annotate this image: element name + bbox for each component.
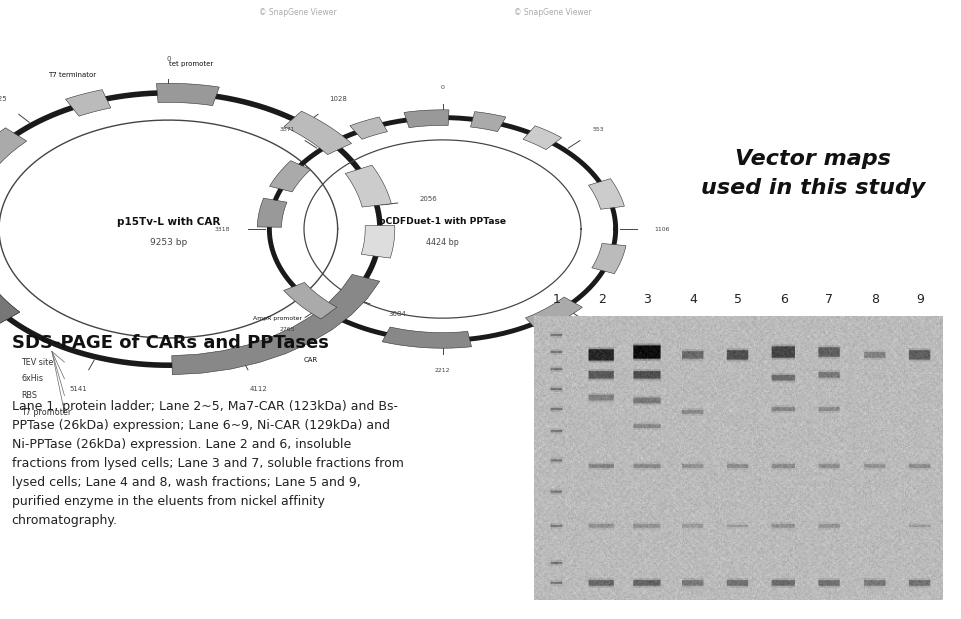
- Text: 5141: 5141: [69, 386, 86, 392]
- Text: T7 promoter: T7 promoter: [21, 408, 71, 417]
- Text: 553: 553: [591, 126, 604, 132]
- Text: 5: 5: [733, 293, 742, 306]
- Polygon shape: [0, 279, 20, 324]
- Text: 8225: 8225: [0, 95, 7, 102]
- Polygon shape: [360, 225, 394, 258]
- Polygon shape: [470, 111, 505, 132]
- Text: AmpR promoter: AmpR promoter: [253, 316, 302, 321]
- Text: RBS: RBS: [21, 391, 37, 400]
- Text: 3084: 3084: [388, 311, 406, 317]
- Text: T7 terminator: T7 terminator: [48, 72, 96, 78]
- Text: pCDFDuet-1 with PPTase: pCDFDuet-1 with PPTase: [379, 217, 505, 226]
- Text: 4112: 4112: [250, 386, 267, 392]
- Text: 4: 4: [688, 293, 696, 306]
- Text: 9253 bp: 9253 bp: [150, 238, 186, 247]
- Polygon shape: [283, 111, 351, 155]
- Polygon shape: [350, 117, 387, 139]
- Polygon shape: [269, 161, 310, 192]
- Text: 6: 6: [779, 293, 787, 306]
- Text: CAR: CAR: [304, 357, 317, 363]
- Polygon shape: [65, 90, 111, 116]
- Polygon shape: [157, 84, 219, 106]
- Polygon shape: [525, 297, 581, 331]
- Polygon shape: [257, 198, 286, 227]
- Text: 8: 8: [870, 293, 878, 306]
- Polygon shape: [172, 274, 380, 374]
- Polygon shape: [382, 327, 471, 348]
- Text: 3: 3: [643, 293, 651, 306]
- Polygon shape: [404, 110, 449, 128]
- Text: 1106: 1106: [653, 227, 669, 232]
- Text: 6xHis: 6xHis: [21, 374, 43, 383]
- Text: TEV site: TEV site: [21, 358, 54, 366]
- Text: 2765: 2765: [279, 326, 295, 332]
- Text: 3871: 3871: [279, 126, 295, 132]
- Polygon shape: [283, 282, 336, 319]
- Text: tet promoter: tet promoter: [168, 61, 212, 67]
- Text: 4424 bp: 4424 bp: [426, 238, 458, 247]
- Text: Lane 1, protein ladder; Lane 2~5, Ma7-CAR (123kDa) and Bs-
PPTase (26kDa) expres: Lane 1, protein ladder; Lane 2~5, Ma7-CA…: [12, 400, 403, 527]
- Polygon shape: [0, 128, 27, 202]
- Text: 1028: 1028: [329, 95, 347, 102]
- Text: 2212: 2212: [434, 368, 450, 373]
- Text: 1659: 1659: [589, 326, 605, 332]
- Text: p15Tv-L with CAR: p15Tv-L with CAR: [116, 217, 220, 227]
- Text: © SnapGene Viewer: © SnapGene Viewer: [259, 8, 336, 17]
- Text: 1: 1: [552, 293, 559, 306]
- Polygon shape: [588, 179, 624, 209]
- Polygon shape: [523, 126, 561, 150]
- Text: 3318: 3318: [215, 227, 231, 232]
- Text: 2056: 2056: [420, 196, 437, 202]
- Text: 0: 0: [440, 85, 444, 90]
- Polygon shape: [591, 243, 626, 274]
- Text: 2: 2: [598, 293, 605, 306]
- Text: © SnapGene Viewer: © SnapGene Viewer: [514, 8, 591, 17]
- Text: SDS-PAGE of CARs and PPTases: SDS-PAGE of CARs and PPTases: [12, 334, 328, 352]
- Text: 7: 7: [825, 293, 832, 306]
- Text: 9: 9: [916, 293, 924, 306]
- Polygon shape: [345, 165, 391, 207]
- Text: Vector maps
used in this study: Vector maps used in this study: [700, 149, 924, 198]
- Polygon shape: [0, 279, 20, 324]
- Text: 0: 0: [166, 56, 170, 62]
